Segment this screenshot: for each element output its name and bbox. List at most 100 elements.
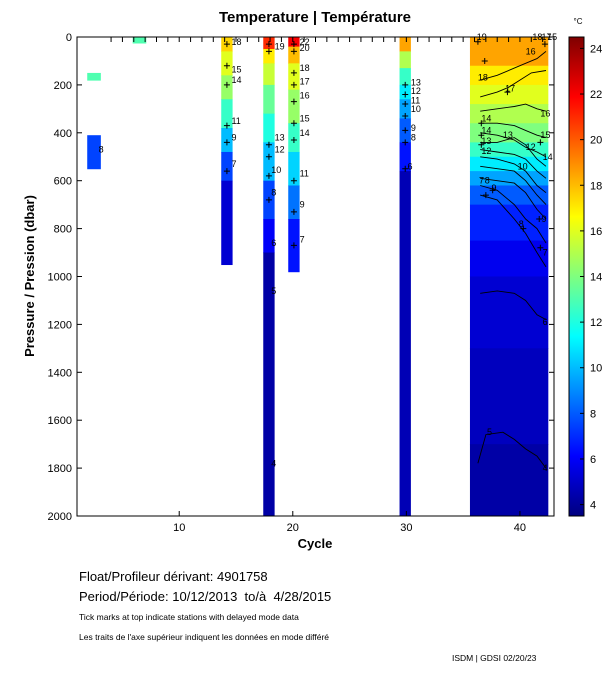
colorbar-tick-label-8: 8	[590, 408, 596, 420]
contour-label-22: 11	[300, 169, 309, 179]
contour-label-48: 8	[519, 219, 524, 229]
contour-label-43: 15	[540, 130, 550, 140]
sample-marker-9	[265, 153, 272, 160]
colorbar-tick-label-18: 18	[590, 180, 602, 192]
float-label: Float/Profileur dérivant:	[79, 569, 214, 584]
sample-marker-32	[478, 120, 485, 127]
sample-marker-6	[265, 41, 272, 48]
contour-label-46: 8	[485, 176, 490, 186]
profile-4-bin-5	[263, 142, 275, 182]
contour-label-57: 16	[526, 46, 536, 56]
section-layer-13	[469, 444, 549, 516]
contour-label-21: 14	[300, 128, 310, 138]
sample-marker-38	[536, 216, 543, 223]
contour-label-35: 14	[481, 113, 491, 123]
y-tick-label-1200: 1200	[48, 319, 72, 331]
section-layer-1	[469, 65, 549, 86]
profile-5-bin-2	[288, 63, 300, 91]
sample-marker-17	[290, 120, 297, 127]
contour-label-9: 12	[275, 145, 285, 155]
contour-label-18: 17	[300, 76, 310, 86]
sample-marker-21	[290, 242, 297, 249]
credit-line: ISDM | GDSI 02/20/23	[452, 653, 537, 663]
contour-label-33: 18	[478, 73, 488, 83]
contour-label-40: 12	[526, 142, 536, 152]
contour-label-7: 19	[275, 42, 285, 52]
section-layer-9	[469, 204, 549, 242]
y-tick-label-1000: 1000	[48, 272, 72, 284]
y-tick-label-2000: 2000	[48, 511, 72, 523]
sample-marker-16	[290, 98, 297, 105]
section-layer-4	[469, 123, 549, 143]
sample-marker-36	[482, 192, 489, 199]
contour-10	[480, 165, 547, 205]
sample-marker-40	[537, 139, 544, 146]
profile-5-bin-3	[288, 89, 300, 124]
contour-label-0: 8	[99, 145, 104, 155]
colorbar-tick-label-4: 4	[590, 500, 596, 512]
contour-label-17: 18	[300, 63, 310, 73]
sample-marker-37	[520, 225, 527, 232]
contour-label-47: 9	[492, 183, 497, 193]
y-tick-label-1600: 1600	[48, 415, 72, 427]
contour-18	[480, 51, 547, 81]
contour-label-19: 16	[300, 91, 310, 101]
sample-marker-29	[474, 38, 481, 45]
profile-6-bin-1	[399, 51, 411, 69]
contour-label-16: 20	[300, 43, 310, 53]
profile-4-bin-3	[263, 84, 275, 115]
sample-marker-5	[223, 168, 230, 175]
contour-label-20: 15	[300, 113, 310, 123]
period-value: 10/12/2013 to/à 4/28/2015	[172, 589, 332, 604]
sample-marker-12	[290, 41, 297, 48]
profile-5-bin-1	[288, 46, 300, 64]
contour-label-31: 6	[407, 161, 412, 171]
contour-label-4: 11	[231, 116, 240, 126]
sample-marker-11	[265, 196, 272, 203]
profile-1-bin-0	[87, 135, 101, 170]
contour-label-6: 7	[231, 159, 236, 169]
profile-3-bin-6	[221, 180, 233, 266]
contour-label-26: 12	[411, 86, 421, 96]
note-french: Les traits de l'axe supérieur indiquent …	[79, 632, 330, 642]
contour-label-50: 7	[543, 248, 548, 258]
contour-17	[480, 70, 547, 98]
contour-11	[480, 156, 547, 194]
sample-marker-13	[290, 48, 297, 55]
sample-marker-35	[489, 187, 496, 194]
colorbar-tick-label-20: 20	[590, 135, 602, 147]
contour-label-23: 9	[300, 200, 305, 210]
sample-marker-2	[223, 81, 230, 88]
x-tick-label-40: 40	[514, 522, 526, 534]
sample-marker-24	[402, 101, 409, 108]
y-axis-label: Pressure / Pression (dbar)	[22, 195, 37, 357]
sample-marker-0	[223, 41, 230, 48]
contour-label-34: 17	[505, 83, 515, 93]
profile-4-bin-8	[263, 252, 275, 516]
contour-label-25: 13	[411, 78, 421, 88]
sample-marker-30	[481, 57, 488, 64]
contour-label-51: 6	[543, 317, 548, 327]
contour-label-49: 9	[542, 214, 547, 224]
period-info: Period/Période: 10/12/2013 to/à 4/28/201…	[79, 589, 331, 604]
profile-6-bin-0	[399, 37, 411, 52]
sample-marker-7	[265, 48, 272, 55]
profile-4-bin-7	[263, 219, 275, 254]
float-info: Float/Profileur dérivant: 4901758	[79, 569, 268, 584]
period-label: Period/Période:	[79, 589, 169, 604]
x-tick-label-10: 10	[173, 522, 185, 534]
colorbar-tick-label-16: 16	[590, 226, 602, 238]
profile-6-bin-2	[399, 68, 411, 86]
sample-marker-19	[290, 177, 297, 184]
contour-label-37: 13	[481, 136, 491, 146]
section-layer-3	[469, 104, 549, 124]
section-layer-11	[469, 276, 549, 349]
y-tick-label-200: 200	[54, 80, 72, 92]
sample-marker-25	[402, 113, 409, 120]
contour-12	[480, 149, 547, 179]
y-tick-label-0: 0	[66, 32, 72, 44]
contour-15	[480, 122, 547, 139]
sample-marker-39	[537, 244, 544, 251]
contour-label-27: 11	[411, 95, 420, 105]
contour-label-29: 9	[411, 123, 416, 133]
